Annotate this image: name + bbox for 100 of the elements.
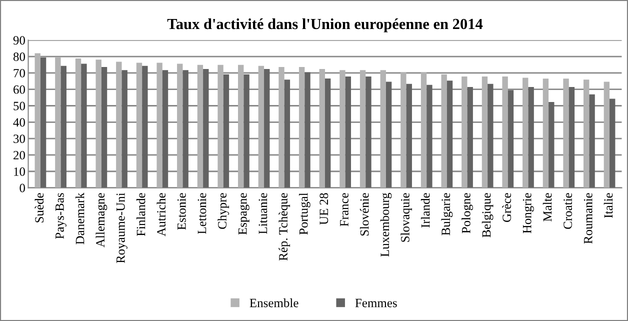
y-tick-label: 10 — [14, 167, 26, 176]
x-tick-label: Hongrie — [522, 193, 534, 234]
bar — [238, 64, 244, 188]
bar — [258, 66, 264, 188]
bar — [34, 53, 40, 188]
bar — [366, 76, 372, 188]
x-tick-label: Bulgarie — [441, 193, 453, 236]
bar — [441, 74, 447, 188]
x-tick-label: Luxembourg — [380, 192, 392, 257]
x-tick-label: UE 28 — [320, 193, 328, 225]
bar — [604, 82, 610, 188]
bar — [345, 76, 352, 188]
bar — [386, 82, 392, 188]
x-tick-label: Danemark — [75, 192, 84, 244]
bar — [244, 74, 250, 188]
bar — [462, 76, 468, 188]
bar — [156, 62, 162, 188]
bar — [101, 67, 108, 188]
bar — [420, 72, 427, 188]
y-tick-label: 50 — [14, 102, 26, 110]
x-tick-label: Rép. Tchèque — [278, 193, 290, 261]
bar — [508, 90, 514, 188]
bar — [522, 78, 528, 188]
x-tick-label: Allemagne — [96, 193, 108, 248]
x-tick-label: Lettonie — [198, 193, 206, 234]
x-tick-label: Finlande — [136, 193, 146, 236]
bar — [40, 58, 46, 188]
bar — [488, 84, 494, 188]
x-tick-label: Grèce — [502, 193, 512, 222]
x-tick-label: Croatie — [564, 193, 572, 229]
x-tick-label: Slovénie — [360, 193, 369, 236]
bar — [55, 58, 61, 188]
bar — [218, 64, 224, 188]
x-tick-label: Royaume-Uni — [116, 192, 128, 264]
bar — [162, 70, 168, 188]
bar — [142, 66, 148, 188]
bar — [223, 74, 230, 188]
x-tick-label: Portugal — [298, 192, 310, 235]
y-tick-label: 20 — [14, 150, 26, 160]
x-tick-label: Pologne — [462, 193, 473, 234]
chart-title: Taux d'activité dans l'Union européenne en 2014 — [167, 18, 483, 32]
bar — [81, 64, 87, 188]
bar — [116, 62, 122, 188]
legend-label: Ensemble — [250, 298, 298, 308]
bar — [568, 87, 575, 188]
x-tick-label: Italie — [604, 193, 613, 218]
y-tick-label: 70 — [14, 68, 26, 78]
y-tick-label: 60 — [14, 85, 26, 94]
bar — [304, 72, 310, 188]
legend-label: Femmes — [355, 298, 397, 308]
bar — [446, 80, 453, 188]
x-tick-label: France — [340, 193, 348, 226]
x-tick-label: Estonie — [177, 193, 186, 230]
bar — [548, 102, 554, 188]
bar — [75, 58, 82, 188]
bar — [122, 70, 128, 188]
y-tick-label: 90 — [13, 36, 26, 45]
bar — [380, 70, 386, 188]
y-tick-label: 30 — [14, 134, 26, 144]
bar — [60, 66, 66, 188]
bar — [426, 84, 432, 188]
bar — [406, 84, 412, 188]
x-tick-label: Chypre — [218, 193, 230, 229]
bar — [197, 64, 204, 188]
x-tick-label: Autriche — [156, 193, 166, 236]
bar — [400, 72, 406, 188]
x-tick-label: Irlande — [420, 193, 430, 228]
bar — [467, 87, 473, 188]
bar — [502, 76, 508, 188]
bar — [542, 78, 549, 188]
bar — [136, 62, 142, 188]
x-tick-label: Espagne — [238, 193, 250, 235]
x-tick-label: Slovaquie — [400, 193, 412, 242]
x-tick-label: Belgique — [482, 193, 494, 238]
bar — [182, 70, 188, 188]
bar — [284, 80, 290, 188]
bar — [589, 94, 595, 188]
y-tick-label: 40 — [13, 118, 26, 127]
x-tick-label: Suède — [34, 193, 44, 222]
bar — [610, 98, 616, 188]
bar — [278, 67, 284, 188]
x-tick-label: Roumanie — [584, 193, 592, 244]
bar — [584, 80, 590, 188]
bar — [340, 70, 346, 188]
bar — [177, 64, 183, 188]
bar — [360, 70, 366, 188]
x-tick-label: Pays-Bas — [56, 193, 66, 239]
bar — [96, 60, 102, 188]
bar — [528, 87, 534, 188]
bar — [482, 76, 488, 188]
bar — [264, 69, 270, 188]
bar — [563, 78, 569, 188]
bar — [319, 69, 325, 188]
y-tick-label: 80 — [13, 52, 26, 61]
x-tick-label: Malte — [542, 193, 552, 222]
bar — [324, 78, 331, 188]
bar — [298, 67, 305, 188]
y-tick-label: 0 — [20, 184, 26, 192]
bar — [203, 69, 209, 188]
x-tick-label: Lituanie — [258, 193, 268, 234]
